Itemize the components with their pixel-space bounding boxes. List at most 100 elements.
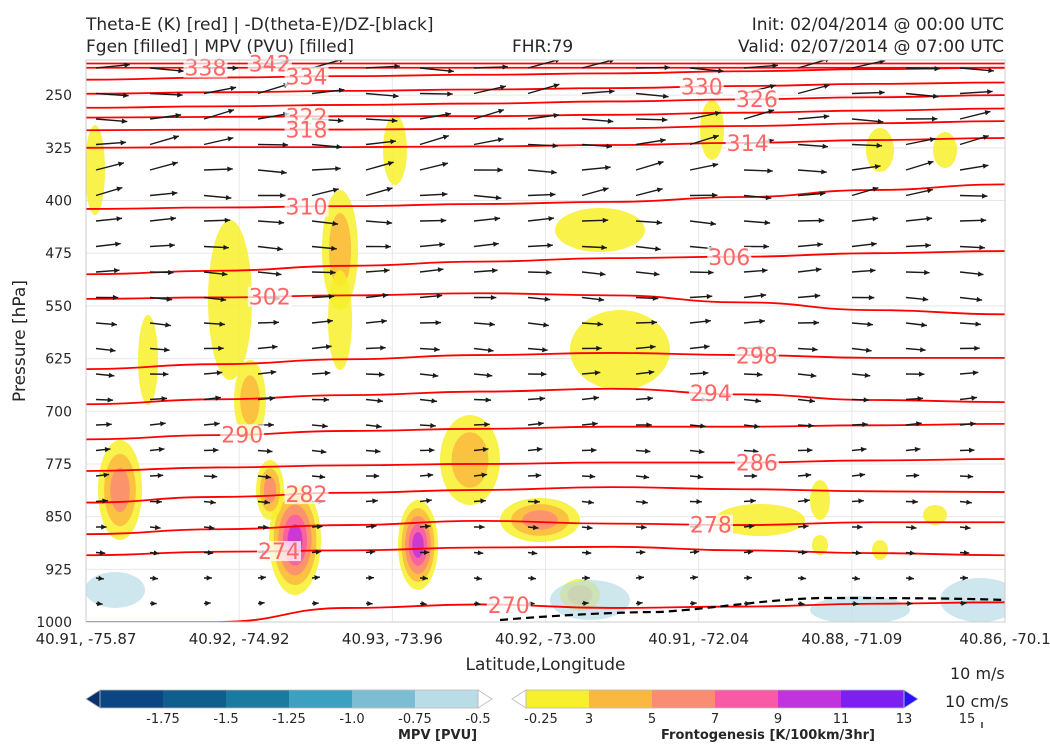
wind-arrow-head (476, 575, 482, 581)
wind-arrow-head (599, 271, 606, 277)
wind-arrow-head (430, 423, 436, 429)
fgen-colorbar-tick-label: 3 (585, 712, 593, 727)
wind-arrow-head (263, 524, 269, 530)
wind-arrow-head (910, 524, 917, 531)
wind-arrow-head (934, 65, 940, 72)
wind-arrow-head (543, 322, 549, 328)
wind-arrow-head (424, 523, 431, 530)
x-tick-label: 40.92, -74.92 (189, 630, 290, 648)
wind-arrow-head (644, 448, 651, 454)
wind-arrow-head (598, 296, 605, 303)
wind-arrow (851, 91, 885, 95)
wind-arrow-head (224, 217, 231, 223)
wind-arrow-head (214, 421, 220, 427)
wind-arrow-head (642, 499, 648, 505)
x-tick-labels: 40.91, -75.87 40.92, -74.92 40.93, -73.96 4… (36, 630, 1050, 648)
wind-arrow (581, 90, 615, 95)
theta-e-label-bg (247, 286, 292, 307)
wind-arrow-head (975, 321, 981, 327)
wind-arrow-head (313, 600, 319, 607)
wind-arrow-head (710, 220, 717, 227)
wind-arrow-head (230, 85, 237, 91)
theta-e-label-bg (707, 246, 752, 267)
wind-arrow-head (772, 63, 778, 69)
wind-arrow-head (547, 242, 553, 249)
wind-arrow-head (747, 549, 754, 555)
wind-arrow-head (606, 143, 613, 149)
theta-e-label-bg (486, 595, 531, 616)
wind-arrow-head (653, 271, 660, 277)
wind-arrow-head (605, 165, 611, 171)
wind-arrow-head (656, 187, 663, 193)
wind-arrow-head (808, 422, 814, 429)
wind-arrow-head (553, 83, 560, 89)
wind-arrow-head (879, 90, 885, 96)
wind-arrow-head (664, 64, 670, 71)
theta-e-label-314: 314 (727, 132, 769, 157)
wind-arrow (257, 83, 290, 95)
wind-arrow-head (988, 67, 994, 74)
wind-arrow-head (368, 575, 374, 581)
wind-arrow-head (432, 372, 439, 379)
wind-arrow-head (602, 187, 609, 193)
wind-arrow-head (696, 499, 702, 505)
wind-arrow-head (591, 447, 597, 453)
wind-arrow-head (494, 216, 501, 222)
wind-arrow-head (106, 421, 112, 428)
x-tick-label: 40.92, -73.00 (495, 630, 596, 648)
wind-arrow-head (929, 137, 936, 143)
wind-arrow-head (922, 296, 929, 302)
wind-arrow-head (208, 525, 215, 531)
wind-arrow-head (593, 395, 599, 401)
wind-arrow-head (487, 347, 494, 353)
fgen-fill (86, 125, 105, 215)
wind-arrow-head (586, 525, 593, 531)
title-top-left-1: Theta-E (K) [red] | -D(theta-E)/DZ-[blac… (86, 15, 434, 35)
theta-e-label-282: 282 (286, 483, 328, 508)
wind-arrow-head (551, 169, 557, 175)
wind-arrow-head (865, 347, 872, 353)
wind-arrow-head (315, 549, 322, 555)
theta-e-label-bg (725, 132, 770, 153)
wind-arrow-head (802, 523, 809, 530)
wind-arrow-head (661, 117, 668, 123)
wind-arrow-head (223, 244, 229, 251)
wind-arrow-head (531, 550, 538, 556)
theta-e-label-294: 294 (690, 382, 732, 407)
wind-arrow-head (280, 192, 286, 199)
theta-e-label-bg (284, 66, 329, 87)
wind-arrow (689, 67, 724, 73)
wind-arrow-head (588, 499, 594, 505)
wind-arrow-head (812, 346, 818, 353)
wind-arrow-head (907, 600, 913, 607)
wind-arrow-head (530, 575, 536, 581)
wind-arrow-head (332, 220, 339, 227)
fgen-colorbar-outline (525, 689, 905, 709)
theta-e-label-bg (688, 514, 733, 535)
mpv-colorbar-swatch (226, 690, 290, 708)
wind-arrow-head (877, 118, 884, 125)
wind-arrow-head (764, 220, 771, 226)
wind-arrow-head (385, 243, 391, 250)
wind-arrow-head (858, 498, 864, 504)
wind-arrow-head (800, 575, 806, 581)
wind-arrow-head (916, 421, 922, 427)
wind-arrow-head (585, 550, 592, 556)
wind-arrow-head (381, 318, 387, 324)
fgen-fill (700, 100, 724, 160)
fgen-colorbar-tick-label: 7 (711, 712, 719, 727)
wind-arrow-head (549, 192, 556, 198)
theta-e-line-318 (86, 120, 1005, 132)
theta-e-label-274: 274 (258, 540, 300, 565)
wind-arrow-head (864, 372, 871, 378)
theta-e-line-286 (86, 458, 1005, 472)
wind-arrow-head (647, 395, 654, 402)
mpv-colorbar-tick-label: -1.5 (213, 712, 238, 727)
wind-arrow-head (269, 395, 276, 402)
wind-arrow-head (369, 549, 376, 555)
wind-arrow-head (815, 267, 822, 273)
mpv-colorbar-swatch (415, 690, 479, 708)
wind-arrow-head (594, 370, 601, 376)
wind-arrow-head (817, 242, 823, 248)
